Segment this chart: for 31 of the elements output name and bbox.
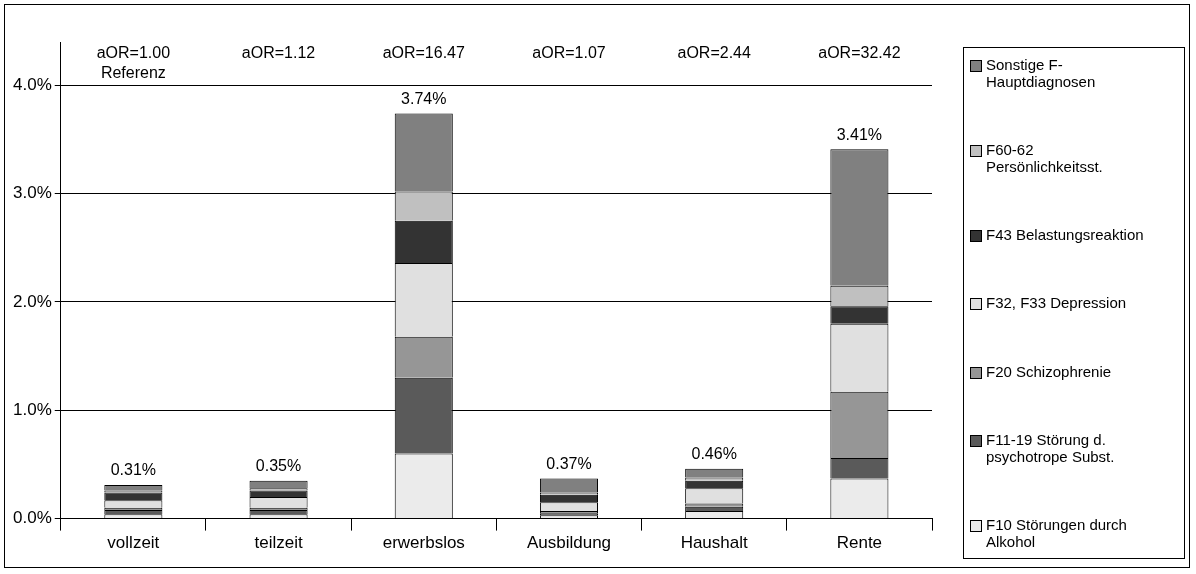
legend-label: Sonstige F-Hauptdiagnosen (986, 56, 1097, 90)
legend-label: F43 Belastungsreaktion (986, 226, 1144, 244)
y-tick-label: 1.0% (13, 399, 52, 419)
total-label: 0.31% (110, 461, 157, 479)
annotation: aOR=32.42 (818, 44, 901, 62)
y-tick-label: 3.0% (13, 183, 52, 203)
y-tick-label: 4.0% (13, 75, 52, 95)
total-label: 0.37% (546, 454, 592, 472)
y-tick-label: 2.0% (13, 291, 52, 311)
total-label: 3.41% (836, 125, 883, 143)
total-label: 0.46% (691, 445, 737, 463)
legend-label: F32, F33 Depression (986, 294, 1127, 312)
x-tick-label: teilzeit (254, 533, 303, 553)
x-tick-label: Ausbildung (526, 533, 612, 553)
annotation: aOR=1.00 (96, 44, 171, 62)
legend-label: F10 Störungen durch Alkohol (986, 515, 1128, 550)
annotation: aOR=2.44 (677, 44, 751, 62)
total-label: 0.35% (255, 457, 302, 475)
legend-label: F11-19 Störung d. psychotrope Subst. (986, 430, 1116, 465)
x-tick-label: Rente (836, 533, 883, 553)
x-tick-label: vollzeit (107, 533, 160, 553)
annotation: Referenz (100, 64, 166, 82)
x-tick-label: Haushalt (680, 533, 748, 553)
y-tick-label: 0.0% (13, 508, 52, 528)
total-label: 3.74% (401, 89, 447, 107)
annotation: aOR=1.07 (532, 44, 606, 62)
annotation: aOR=1.12 (241, 44, 316, 62)
x-tick-label: erwerbslos (382, 533, 465, 553)
legend-label: F20 Schizophrenie (986, 362, 1112, 380)
legend-label: F60-62 Persönlichkeitsst. (986, 141, 1104, 176)
annotation: aOR=16.47 (382, 44, 466, 62)
